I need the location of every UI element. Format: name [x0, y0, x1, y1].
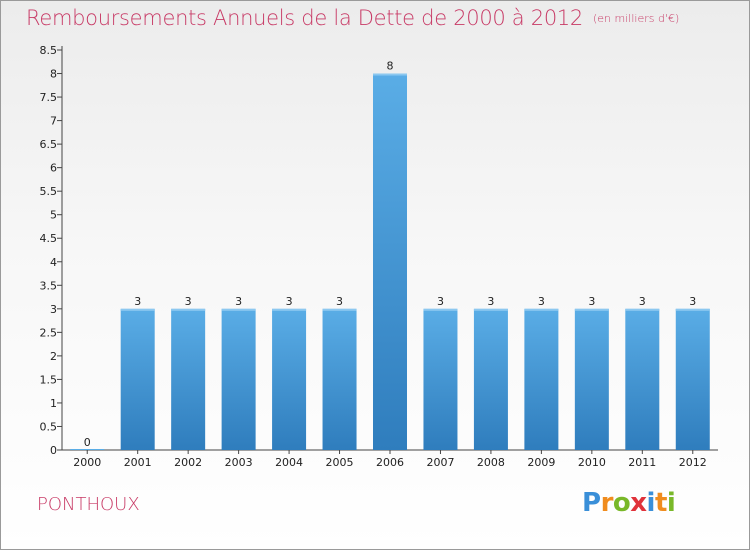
- bar-highlight: [272, 308, 307, 311]
- data-label: 3: [185, 295, 192, 308]
- bar: [625, 308, 660, 450]
- x-tick-label: 2006: [376, 456, 404, 469]
- data-label: 3: [487, 295, 494, 308]
- y-tick-label: 3.5: [40, 279, 58, 292]
- logo-letter: r: [600, 488, 614, 518]
- proxiti-logo: Proxiti: [582, 488, 676, 518]
- y-tick-label: 5.5: [40, 185, 58, 198]
- logo-letter: i: [666, 488, 676, 518]
- data-label: 3: [538, 295, 545, 308]
- y-tick-label: 2: [50, 350, 57, 363]
- bar: [423, 308, 458, 450]
- logo-letter: P: [582, 488, 601, 518]
- bar-highlight: [373, 73, 407, 76]
- x-tick-label: 2004: [275, 456, 303, 469]
- bar-highlight: [524, 308, 559, 311]
- bar: [574, 308, 609, 450]
- bar-highlight: [322, 308, 357, 311]
- data-label: 0: [84, 436, 91, 449]
- logo-letter: t: [654, 488, 667, 518]
- bar: [221, 308, 256, 450]
- logo-letter: o: [612, 488, 631, 518]
- bar: [272, 308, 307, 450]
- data-label: 3: [689, 295, 696, 308]
- y-tick-label: 1.5: [40, 373, 58, 386]
- y-tick-label: 6: [50, 162, 57, 175]
- y-tick-label: 8: [50, 68, 57, 81]
- bar-highlight: [574, 308, 609, 311]
- x-tick-label: 2003: [225, 456, 253, 469]
- y-tick-label: 1: [50, 397, 57, 410]
- y-tick-label: 2.5: [40, 326, 58, 339]
- title-unit: (en milliers d'€): [593, 12, 680, 25]
- data-label: 3: [437, 295, 444, 308]
- x-tick-label: 2008: [477, 456, 505, 469]
- data-label: 3: [336, 295, 343, 308]
- x-tick-label: 2005: [326, 456, 354, 469]
- title-text: Remboursements Annuels de la Dette de 20…: [26, 6, 583, 30]
- x-tick-label: 2002: [174, 456, 202, 469]
- y-tick-label: 4.5: [40, 232, 58, 245]
- place-name: PONTHOUX: [37, 494, 140, 515]
- logo-letter: x: [630, 488, 647, 518]
- data-label: 3: [134, 295, 141, 308]
- y-tick-label: 8.5: [40, 44, 58, 57]
- x-tick-label: 2007: [426, 456, 454, 469]
- bar-highlight: [625, 308, 660, 311]
- y-tick-label: 4: [50, 256, 57, 269]
- data-label: 3: [639, 295, 646, 308]
- y-tick-label: 7.5: [40, 91, 58, 104]
- logo-letter: i: [646, 488, 656, 518]
- bar: [473, 308, 508, 450]
- bar-highlight: [473, 308, 508, 311]
- chart-labels: 2000 0 2001 3 2002 3 2003 3 2004 3 2005 3 2006 8 2007 3…: [73, 60, 707, 469]
- x-tick-label: 2009: [527, 456, 555, 469]
- x-tick-label: 2011: [628, 456, 656, 469]
- bar-highlight: [423, 308, 458, 311]
- y-tick-label: 5: [50, 209, 57, 222]
- bar-highlight: [171, 308, 206, 311]
- y-tick-label: 0.5: [40, 420, 58, 433]
- bar-highlight: [675, 308, 710, 311]
- x-tick-label: 2010: [578, 456, 606, 469]
- y-tick-label: 6.5: [40, 138, 58, 151]
- y-tick-label: 7: [50, 115, 57, 128]
- data-label: 8: [387, 60, 394, 73]
- chart-title: Remboursements Annuels de la Dette de 20…: [26, 6, 679, 30]
- bar-highlight: [120, 308, 155, 311]
- y-tick-label: 3: [50, 303, 57, 316]
- x-tick-label: 2001: [124, 456, 152, 469]
- data-label: 3: [588, 295, 595, 308]
- bar: [322, 308, 357, 450]
- bar: [524, 308, 559, 450]
- bar: [120, 308, 155, 450]
- bar: [171, 308, 206, 450]
- x-tick-label: 2012: [679, 456, 707, 469]
- bar: [675, 308, 710, 450]
- x-tick-label: 2000: [73, 456, 101, 469]
- chart-bars: [70, 73, 710, 450]
- data-label: 3: [235, 295, 242, 308]
- bar: [373, 73, 407, 450]
- bar-highlight: [221, 308, 256, 311]
- data-label: 3: [286, 295, 293, 308]
- y-tick-label: 0: [50, 444, 57, 457]
